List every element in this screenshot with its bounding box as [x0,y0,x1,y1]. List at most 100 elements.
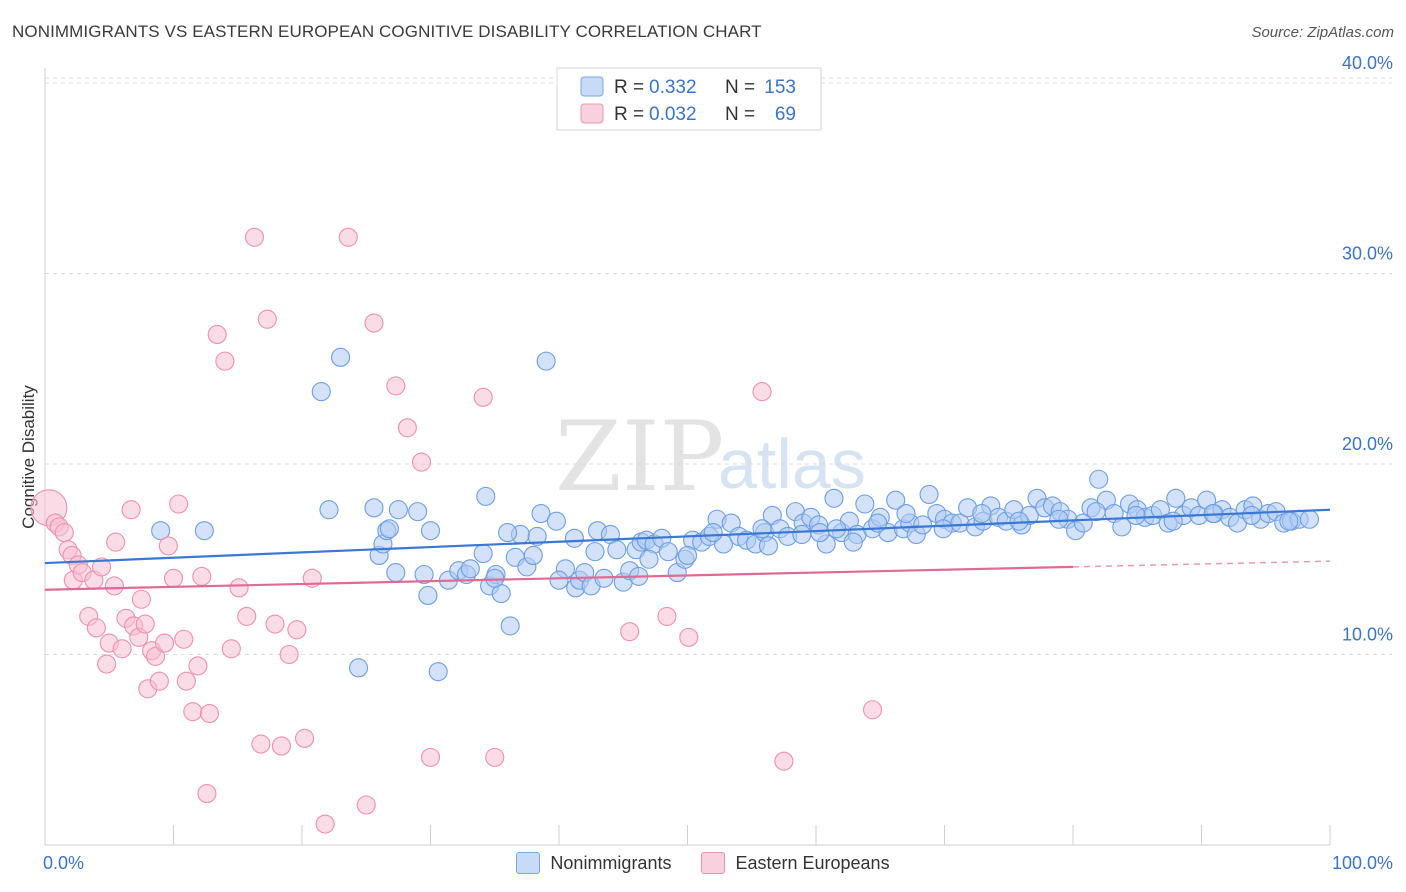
data-point [207,324,227,345]
series-legend: Nonimmigrants Eastern Europeans [0,852,1406,874]
data-point [348,658,369,678]
data-point [473,387,493,407]
stats-n-value: 69 [775,104,796,125]
data-point [843,532,863,552]
data-point [1086,502,1106,522]
data-point [251,734,271,754]
legend-swatch-blue [516,852,541,874]
data-point [658,542,678,562]
data-point [315,814,335,834]
data-point [319,500,339,520]
data-point [221,639,241,659]
data-point [792,524,812,545]
data-point [536,351,556,371]
data-point [86,618,106,638]
data-point [279,644,299,665]
data-point [106,532,126,552]
y-tick-label: 10.0% [1342,625,1393,645]
data-point [1166,488,1186,508]
data-point [1089,469,1109,489]
data-point [913,515,933,535]
data-point [192,566,212,586]
data-point [149,671,169,691]
data-point [104,576,124,596]
x-tick-label-min: 0.0% [43,853,84,873]
data-point [338,227,358,247]
data-point [827,519,847,539]
data-point [620,622,640,642]
data-point [229,578,249,598]
data-point [933,519,953,539]
data-point [527,526,547,546]
stats-r-label: R = [614,104,644,125]
y-tick-label: 20.0% [1342,434,1393,454]
data-point [414,564,434,585]
data-point [169,494,189,514]
stats-n-label: N = [725,77,755,98]
x-tick-label-max: 100.0% [1332,853,1393,873]
data-point [145,646,166,666]
data-point [411,452,432,472]
data-point [485,568,505,588]
data-point [311,382,331,402]
data-point [257,309,277,329]
data-point [607,540,627,560]
data-point [896,503,916,524]
data-point [824,488,844,508]
legend-item-eastern-europeans[interactable]: Eastern Europeans [701,852,890,874]
data-point [388,500,408,520]
legend-item-nonimmigrants[interactable]: Nonimmigrants [516,852,671,874]
data-point [356,795,376,815]
data-point [386,376,406,396]
data-point [379,519,399,539]
data-point [199,704,220,724]
data-point [585,542,605,562]
data-point [862,700,883,720]
data-point [679,627,699,647]
data-point [397,418,417,438]
data-point [131,589,151,609]
data-point [549,570,569,590]
data-point [1163,511,1183,531]
data-point [677,545,698,565]
stats-n-label: N = [725,104,755,125]
data-point [197,784,217,804]
stats-r-value: 0.032 [649,104,697,125]
data-point [855,494,875,514]
legend-label-eastern-europeans: Eastern Europeans [735,852,890,873]
stats-r-label: R = [614,77,644,98]
trend-line [44,565,1074,591]
data-point [972,503,992,524]
data-point [420,747,441,767]
data-point [1242,505,1262,525]
data-point [774,751,794,771]
data-point [1299,509,1319,529]
data-point [176,671,196,691]
data-point [752,382,772,402]
y-axis-label: Cognitive Disability [19,385,38,529]
data-point [703,523,723,543]
data-point [244,227,265,247]
data-point [657,606,677,626]
data-point [194,521,214,541]
data-point [54,523,74,543]
trend-line [44,508,1331,565]
data-point [498,523,518,543]
data-point [271,736,291,756]
data-point [408,502,428,522]
data-point [473,543,493,564]
data-point [564,528,584,548]
data-point [460,559,480,579]
data-point [639,549,659,569]
stats-swatch [580,76,604,97]
y-tick-label: 30.0% [1342,244,1393,264]
series-eastern-europeans [30,227,883,834]
series-nonimmigrants [151,347,1319,682]
data-point [418,585,438,605]
stats-r-value: 0.332 [649,77,697,98]
data-point [135,614,155,634]
data-point [428,662,448,682]
data-point [386,563,406,583]
data-point [485,747,505,767]
